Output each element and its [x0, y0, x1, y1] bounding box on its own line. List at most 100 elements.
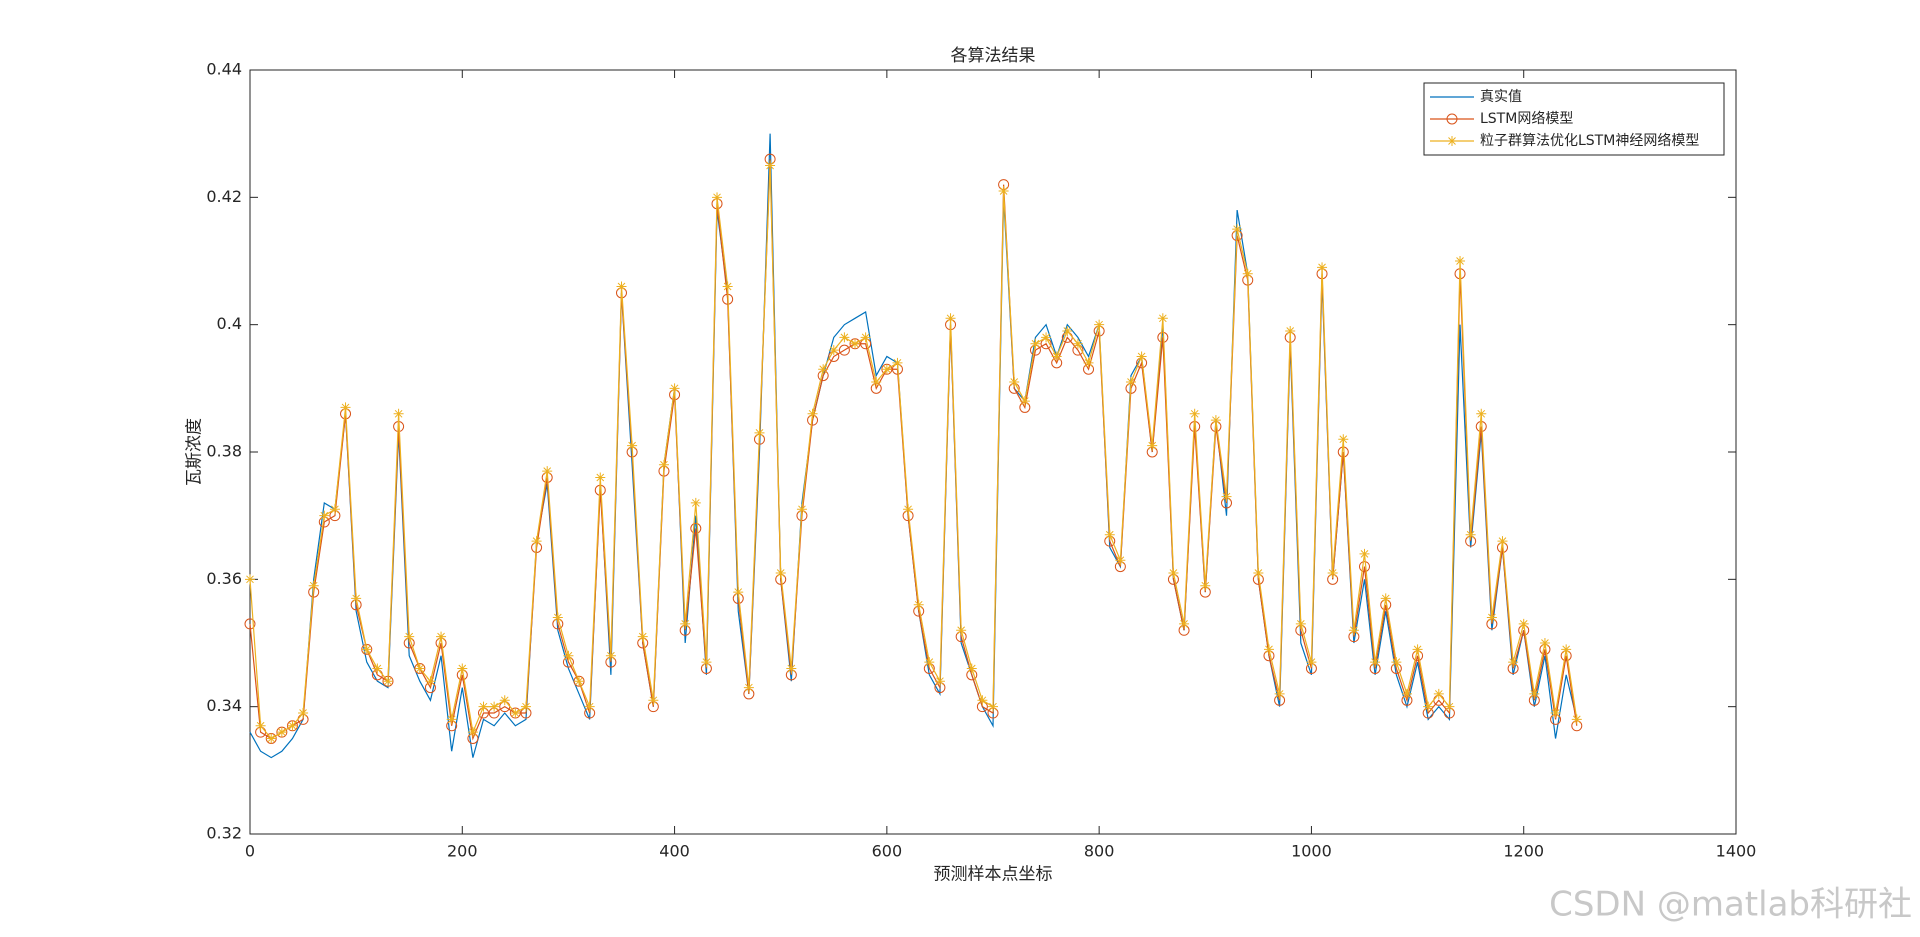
point [712, 192, 723, 203]
legend-label: 真实值 [1480, 89, 1522, 105]
point [1232, 224, 1243, 235]
point [1348, 625, 1359, 636]
point [1285, 326, 1296, 337]
point [988, 701, 998, 712]
point [966, 663, 977, 674]
point [245, 574, 255, 585]
point [1370, 657, 1381, 668]
point [1561, 644, 1572, 655]
point [489, 701, 500, 712]
legend-marker [1446, 113, 1458, 125]
point [1136, 351, 1147, 362]
point [765, 160, 776, 171]
point [627, 440, 638, 451]
point [563, 650, 574, 661]
point [1476, 408, 1487, 419]
x-tick-label: 0 [245, 842, 255, 861]
x-tick-label: 600 [872, 842, 903, 861]
point [1242, 268, 1253, 279]
point [850, 338, 861, 349]
point [637, 631, 648, 642]
point [616, 281, 627, 292]
point [1125, 376, 1136, 387]
point [658, 459, 669, 470]
point [1412, 644, 1423, 655]
point [1497, 536, 1508, 547]
point [892, 357, 903, 368]
point [1263, 644, 1274, 655]
point [807, 408, 818, 419]
point [1327, 567, 1338, 578]
point [1094, 319, 1105, 330]
point [1486, 612, 1497, 623]
point [1295, 618, 1306, 629]
point [1200, 580, 1211, 591]
y-tick-label: 0.32 [206, 824, 242, 843]
x-tick-label: 800 [1084, 842, 1115, 861]
point [754, 427, 765, 438]
point [1518, 618, 1529, 629]
point [1072, 338, 1083, 349]
x-tick-label: 400 [659, 842, 690, 861]
point [1433, 688, 1444, 699]
point [1423, 701, 1434, 712]
point [1391, 657, 1402, 668]
point [1380, 593, 1391, 604]
point [510, 708, 521, 719]
point [669, 383, 680, 394]
point [531, 536, 542, 547]
point [414, 663, 425, 674]
point [382, 676, 393, 687]
point [1359, 548, 1370, 559]
point [542, 466, 553, 477]
point [520, 701, 531, 712]
point [881, 364, 892, 375]
legend-label: 粒子群算法优化LSTM神经网络模型 [1480, 133, 1699, 149]
point [457, 663, 468, 674]
point [1210, 415, 1221, 426]
watermark: CSDN @matlab科研社 [1549, 885, 1912, 925]
point [298, 708, 309, 719]
point [1051, 351, 1062, 362]
point [340, 402, 351, 413]
point [828, 345, 839, 356]
point [998, 185, 1009, 196]
point [319, 510, 330, 521]
y-tick-label: 0.44 [206, 60, 242, 79]
series-line [249, 165, 1578, 740]
point [743, 682, 754, 693]
series-line [249, 159, 1578, 741]
point [839, 332, 850, 343]
point [690, 522, 702, 534]
point [680, 618, 691, 629]
point [351, 593, 362, 604]
y-tick-label: 0.38 [206, 442, 242, 461]
point [266, 733, 277, 744]
x-tick-label: 1200 [1503, 842, 1544, 861]
point [552, 612, 563, 623]
point [913, 599, 924, 610]
point [1274, 688, 1285, 699]
point [372, 663, 383, 674]
point [1019, 396, 1030, 407]
point [796, 504, 807, 515]
point [1529, 688, 1540, 699]
point [860, 332, 871, 343]
point [1030, 338, 1041, 349]
point [574, 676, 585, 687]
point [1455, 256, 1466, 266]
point [1104, 529, 1115, 540]
point [934, 676, 945, 687]
point [1539, 638, 1550, 648]
point [1253, 567, 1264, 578]
x-tick-label: 1000 [1291, 842, 1332, 861]
point [1168, 567, 1179, 578]
point [871, 376, 882, 387]
point [595, 472, 606, 483]
point [446, 714, 457, 725]
point [361, 644, 372, 655]
point [1508, 657, 1519, 668]
point [1147, 440, 1158, 451]
point [1221, 491, 1232, 502]
